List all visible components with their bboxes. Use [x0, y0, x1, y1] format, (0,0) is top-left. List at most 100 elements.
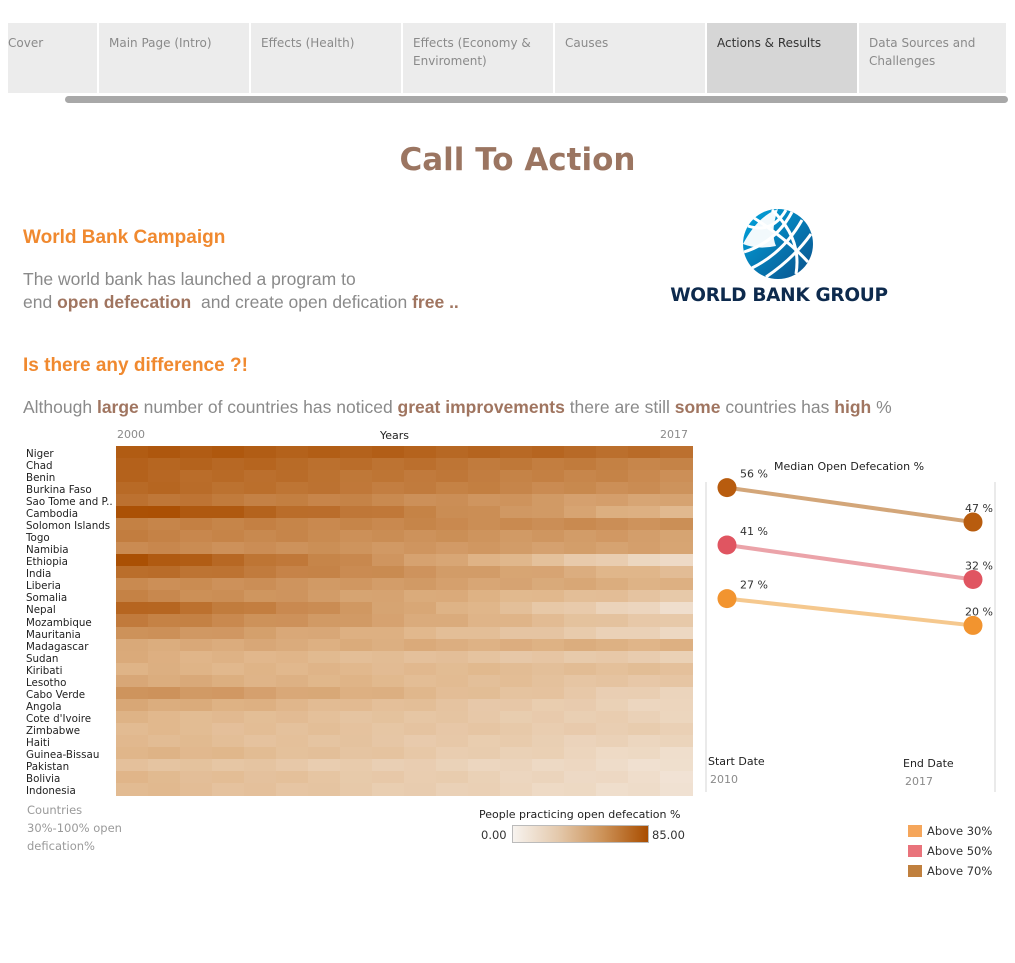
heatmap-cell[interactable]: [628, 614, 661, 628]
heatmap-cell[interactable]: [180, 446, 213, 459]
heatmap-cell[interactable]: [404, 758, 437, 772]
heatmap-cell[interactable]: [596, 566, 629, 579]
heatmap-cell[interactable]: [308, 602, 341, 616]
heatmap-cell[interactable]: [244, 506, 277, 519]
heatmap-cell[interactable]: [596, 602, 629, 616]
heatmap-cell[interactable]: [212, 602, 245, 616]
heatmap-cell[interactable]: [404, 674, 437, 688]
heatmap-cell[interactable]: [180, 782, 213, 796]
heatmap-cell[interactable]: [468, 590, 501, 604]
heatmap-cell[interactable]: [372, 542, 405, 555]
heatmap-cell[interactable]: [148, 698, 181, 712]
heatmap-cell[interactable]: [500, 686, 533, 700]
heatmap-cell[interactable]: [500, 554, 533, 567]
heatmap-cell[interactable]: [372, 518, 405, 531]
heatmap-cell[interactable]: [116, 746, 149, 760]
heatmap-cell[interactable]: [532, 758, 565, 772]
heatmap-cell[interactable]: [436, 566, 469, 579]
heatmap-cell[interactable]: [436, 782, 469, 796]
heatmap-cell[interactable]: [500, 674, 533, 688]
heatmap-cell[interactable]: [436, 710, 469, 724]
heatmap-cell[interactable]: [148, 590, 181, 604]
heatmap-cell[interactable]: [116, 782, 149, 796]
heatmap-cell[interactable]: [564, 470, 597, 483]
heatmap-cell[interactable]: [628, 734, 661, 748]
legend-swatch[interactable]: [908, 825, 922, 837]
heatmap-cell[interactable]: [628, 746, 661, 760]
legend-swatch[interactable]: [908, 865, 922, 877]
heatmap-cell[interactable]: [340, 758, 373, 772]
heatmap-cell[interactable]: [308, 686, 341, 700]
heatmap-cell[interactable]: [468, 602, 501, 616]
heatmap-cell[interactable]: [372, 710, 405, 724]
heatmap-cell[interactable]: [468, 614, 501, 628]
heatmap-cell[interactable]: [660, 446, 693, 459]
heatmap-cell[interactable]: [404, 650, 437, 664]
heatmap-cell[interactable]: [340, 614, 373, 628]
heatmap-cell[interactable]: [244, 650, 277, 664]
heatmap-cell[interactable]: [276, 650, 309, 664]
heatmap-cell[interactable]: [436, 530, 469, 543]
heatmap-cell[interactable]: [660, 674, 693, 688]
heatmap-cell[interactable]: [564, 626, 597, 640]
heatmap-cell[interactable]: [596, 662, 629, 676]
heatmap-cell[interactable]: [564, 578, 597, 591]
heatmap-cell[interactable]: [276, 758, 309, 772]
heatmap-cell[interactable]: [596, 530, 629, 543]
heatmap-cell[interactable]: [244, 626, 277, 640]
heatmap-cell[interactable]: [340, 518, 373, 531]
heatmap-cell[interactable]: [212, 446, 245, 459]
heatmap-cell[interactable]: [148, 530, 181, 543]
heatmap-cell[interactable]: [148, 518, 181, 531]
heatmap-cell[interactable]: [532, 518, 565, 531]
heatmap-cell[interactable]: [500, 770, 533, 784]
heatmap-cell[interactable]: [468, 734, 501, 748]
heatmap-cell[interactable]: [660, 770, 693, 784]
heatmap-cell[interactable]: [404, 506, 437, 519]
tab-effects-economy-enviroment[interactable]: Effects (Economy & Enviroment): [403, 23, 555, 93]
heatmap-cell[interactable]: [404, 578, 437, 591]
heatmap-cell[interactable]: [180, 554, 213, 567]
heatmap-cell[interactable]: [532, 602, 565, 616]
heatmap-cell[interactable]: [436, 614, 469, 628]
heatmap-cell[interactable]: [148, 758, 181, 772]
heatmap-cell[interactable]: [404, 638, 437, 652]
heatmap-cell[interactable]: [340, 458, 373, 471]
heatmap-cell[interactable]: [180, 662, 213, 676]
heatmap-cell[interactable]: [532, 614, 565, 628]
heatmap-cell[interactable]: [628, 578, 661, 591]
heatmap-cell[interactable]: [308, 770, 341, 784]
heatmap-cell[interactable]: [244, 566, 277, 579]
heatmap-cell[interactable]: [276, 602, 309, 616]
heatmap-cell[interactable]: [180, 470, 213, 483]
heatmap-cell[interactable]: [660, 482, 693, 495]
heatmap-cell[interactable]: [148, 446, 181, 459]
heatmap-cell[interactable]: [404, 662, 437, 676]
heatmap-cell[interactable]: [532, 590, 565, 604]
heatmap-cell[interactable]: [596, 638, 629, 652]
heatmap-cell[interactable]: [468, 566, 501, 579]
heatmap-cell[interactable]: [116, 494, 149, 507]
heatmap-cell[interactable]: [660, 518, 693, 531]
heatmap-cell[interactable]: [372, 638, 405, 652]
heatmap-cell[interactable]: [276, 494, 309, 507]
heatmap-cell[interactable]: [148, 626, 181, 640]
heatmap-cell[interactable]: [148, 506, 181, 519]
heatmap-cell[interactable]: [276, 662, 309, 676]
heatmap-cell[interactable]: [212, 638, 245, 652]
heatmap-cell[interactable]: [468, 686, 501, 700]
heatmap-cell[interactable]: [436, 662, 469, 676]
heatmap-cell[interactable]: [308, 626, 341, 640]
heatmap-cell[interactable]: [372, 530, 405, 543]
heatmap-cell[interactable]: [212, 614, 245, 628]
heatmap-cell[interactable]: [276, 674, 309, 688]
heatmap-cell[interactable]: [596, 734, 629, 748]
heatmap-cell[interactable]: [276, 686, 309, 700]
heatmap-cell[interactable]: [276, 530, 309, 543]
heatmap-cell[interactable]: [372, 554, 405, 567]
heatmap-cell[interactable]: [340, 638, 373, 652]
heatmap-cell[interactable]: [532, 554, 565, 567]
heatmap-cell[interactable]: [404, 494, 437, 507]
heatmap-cell[interactable]: [596, 758, 629, 772]
heatmap-cell[interactable]: [212, 782, 245, 796]
